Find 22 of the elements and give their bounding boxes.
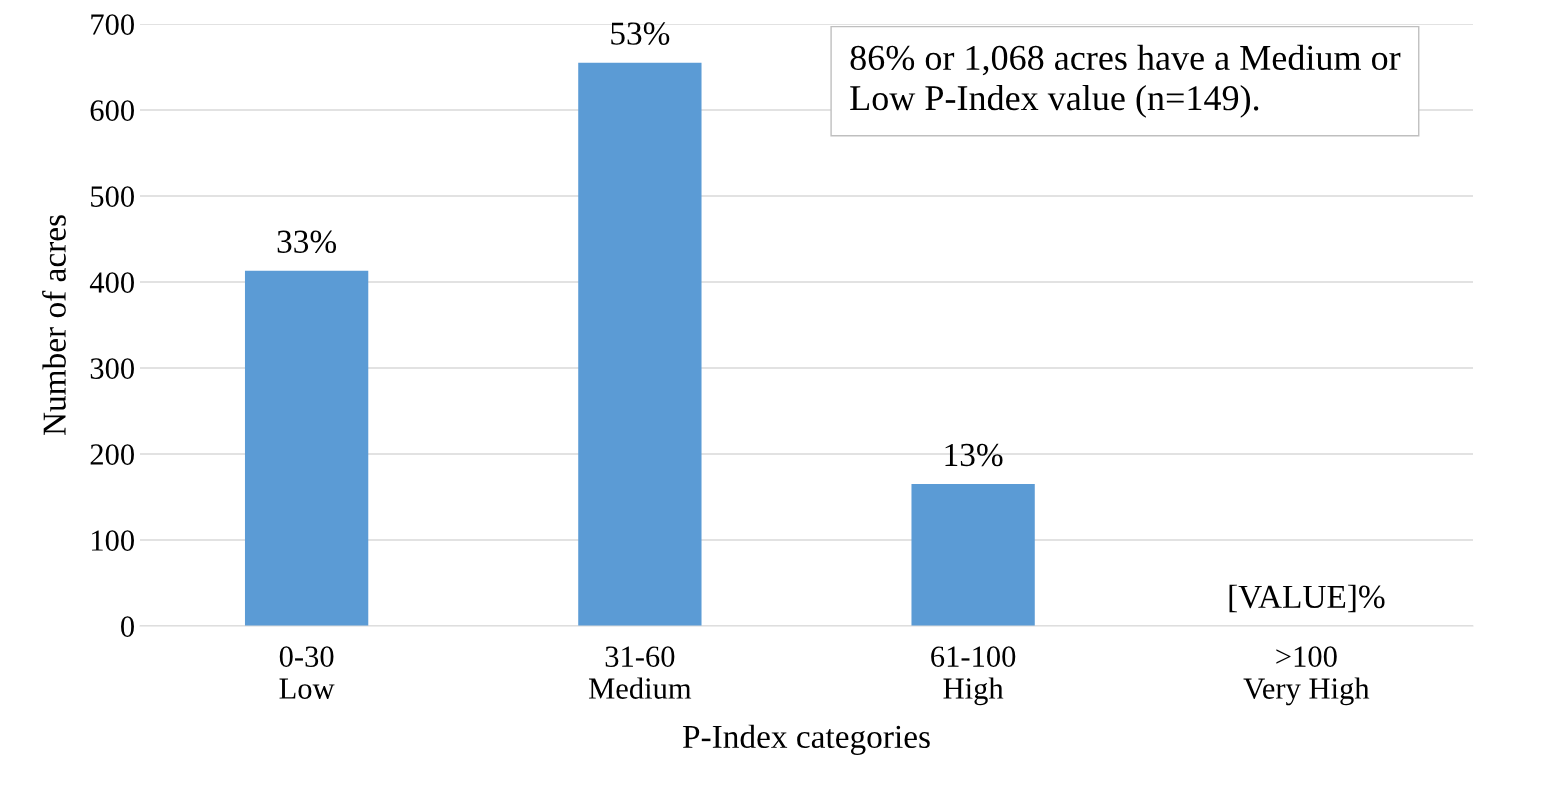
y-tick-label: 500 [91, 186, 134, 207]
annotation: [VALUE]% [1229, 584, 1385, 613]
y-tick-label: 600 [90, 100, 134, 121]
x-tick-label: 0-30 Low [279, 646, 335, 699]
annotation: 13% [945, 443, 1003, 467]
y-tick-label: 100 [91, 530, 134, 551]
y-tick-label: 700 [91, 14, 134, 35]
annotation: 33% [277, 230, 337, 254]
x-tick-label: 61-100 High [931, 646, 1016, 706]
bar [911, 484, 1035, 626]
y-tick-label: 0 [121, 616, 134, 637]
x-axis-title: P-Index categories [682, 724, 930, 755]
bar [578, 62, 702, 626]
y-axis-title: Number of acres [42, 215, 66, 436]
x-tick-label: >100 Very High [1243, 646, 1370, 706]
y-tick-label: 200 [90, 444, 134, 465]
annotation: 86% or 1,068 acres have a Medium or Low P-Index value (n=149). [850, 44, 1401, 118]
bar [244, 270, 369, 626]
y-tick-label: 400 [89, 272, 134, 293]
y-tick-label: 300 [90, 358, 134, 379]
x-tick-label: 31-60 Medium [588, 646, 692, 699]
annotation: 53% [611, 22, 670, 45]
